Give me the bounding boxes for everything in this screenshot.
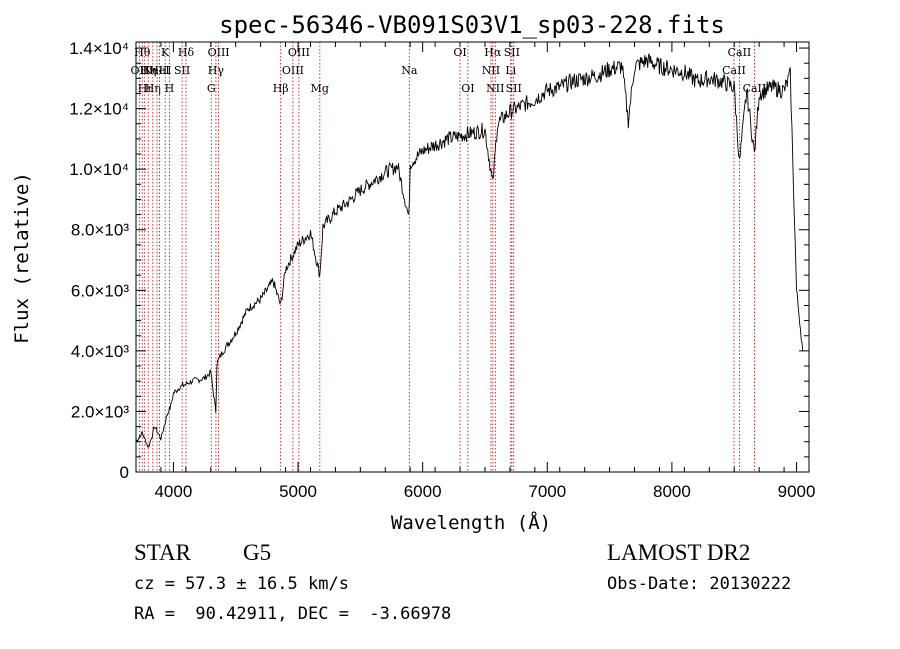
x-tick-label-4: 8000 [653,482,691,501]
object-class: STAR [134,540,191,565]
y-tick-label-3: 6.0×10³ [71,281,129,300]
line-label-1: Hθ [134,46,151,59]
line-label-3: Hη [140,64,156,77]
y-tick-label-6: 1.2×10⁴ [69,100,129,119]
line-label-27: CaII [722,64,746,77]
redshift-cz: cz = 57.3 ± 16.5 km/s [134,574,349,594]
line-label-6: HeI [149,64,169,77]
line-label-22: Hα [484,46,502,59]
line-label-14: Hβ [273,82,289,95]
line-label-28: CaII [728,46,752,59]
line-label-17: Mg [311,82,329,95]
line-label-4: Hη [145,82,161,95]
x-tick-label-0: 4000 [154,482,192,501]
line-label-0: OII [131,64,149,77]
plot-frame [135,41,810,473]
line-label-21: NII [482,64,500,77]
x-tick-label-5: 9000 [778,482,816,501]
line-label-10: Hδ [178,46,195,59]
line-label-9: SII [174,64,190,77]
series-layer [135,53,804,448]
line-label-26: SII [506,82,522,95]
line-label-18: Na [401,64,418,77]
line-label-7: K [161,46,170,59]
spectrum-series-0 [135,53,804,448]
x-axis-label: Wavelength (Å) [391,511,551,534]
line-label-15: OIII [282,64,304,77]
x-tick-label-1: 5000 [279,482,317,501]
y-tick-label-1: 2.0×10³ [71,402,129,421]
survey-name: LAMOST DR2 [607,540,751,565]
observation-date: Obs-Date: 20130222 [607,574,792,594]
line-label-5: NeIII [142,64,171,77]
chart-title: spec-56346-VB091S03V1_sp03-228.fits [219,11,725,39]
line-label-29: CaII [743,82,767,95]
line-label-23: NII [486,82,504,95]
line-label-25: SII [504,46,520,59]
y-tick-label-2: 4.0×10³ [71,342,129,361]
object-subclass: G5 [243,540,272,565]
spectral-line-markers: OIIHθHιHηHηNeIIIHeIKHSIIHδGHγOIIIHβOIIIO… [131,42,767,472]
line-label-12: Hγ [208,64,225,77]
line-label-24: Li [505,64,516,77]
y-tick-label-5: 1.0×10⁴ [69,160,129,179]
y-axis-label: Flux (relative) [11,172,33,344]
line-label-11: G [207,82,216,95]
ra-dec: RA = 90.42911, DEC = -3.66978 [134,604,452,624]
line-label-13: OIII [208,46,230,59]
line-label-8: H [165,82,175,95]
line-label-19: OI [453,46,466,59]
y-tick-label-4: 8.0×10³ [71,221,129,240]
line-label-20: OI [461,82,474,95]
x-tick-label-3: 7000 [528,482,566,501]
x-tick-label-2: 6000 [404,482,442,501]
y-tick-label-0: 0 [120,463,129,482]
line-label-16: OIII [288,46,310,59]
axes: 4000 5000 6000 7000 8000 9000 0 2.0×10³ 4.0×10³ 6… [69,39,815,501]
y-tick-label-7: 1.4×10⁴ [69,39,129,58]
